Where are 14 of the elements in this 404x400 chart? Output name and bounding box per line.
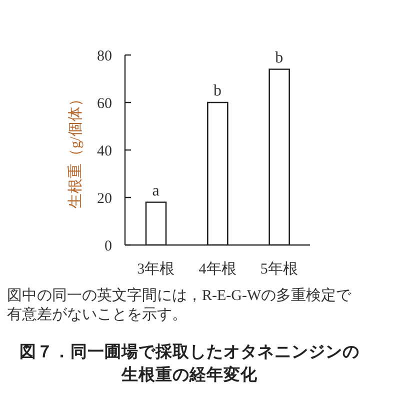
y-tick-label: 20: [97, 190, 112, 207]
annotation: b: [275, 49, 284, 66]
x-tick-label: 5年根: [260, 260, 298, 278]
y-tick-label: 80: [97, 48, 112, 64]
y-tick-label: 60: [97, 96, 112, 112]
text: 図７．同一圃場で採取したオタネニンジンの生根重の経年変化: [18, 341, 360, 386]
y-tick-label: 0: [104, 238, 112, 254]
annotation: b: [214, 82, 222, 100]
y-axis-title: 生根重（g/個体）: [67, 92, 84, 208]
text: 図中の同一の英文字間には，R-E-G-Wの多重検定で有意差がないことを示す。: [7, 287, 352, 325]
annotation: a: [152, 182, 160, 200]
x-tick-label: 3年根: [137, 260, 175, 278]
y-tick-label: 40: [97, 143, 112, 160]
x-tick-label: 4年根: [198, 260, 236, 278]
